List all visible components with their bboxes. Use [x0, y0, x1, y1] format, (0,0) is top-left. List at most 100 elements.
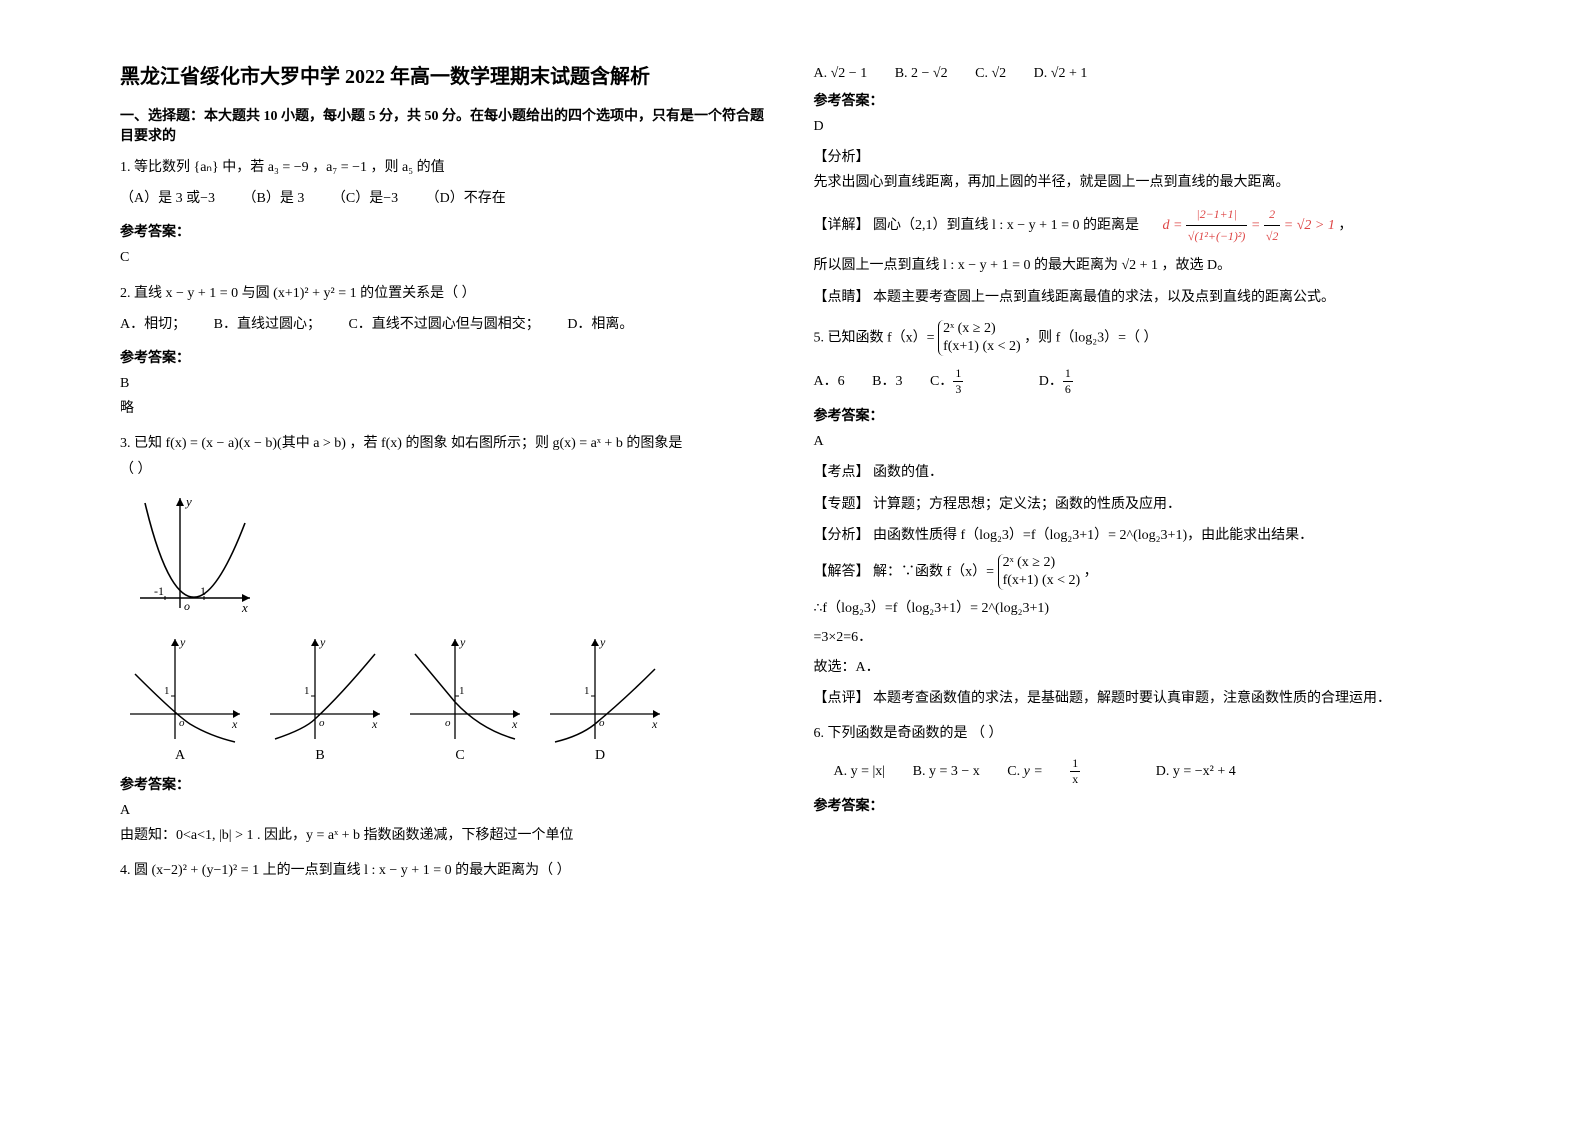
q2-opt-b: B．直线过圆心； [214, 317, 321, 332]
q4-formula: d = |2−1+1|√(1²+(−1)²) = 2√2 = √2 > 1 [1162, 218, 1338, 233]
q5-dp-row: 【点评】 本题考查函数值的求法，是基础题，解题时要认真审题，注意函数性质的合理运… [814, 686, 1468, 711]
q5-stem-a: 5. 已知函数 f（x）= [814, 330, 935, 345]
svg-text:x: x [511, 717, 518, 731]
q4-answer-label: 参考答案： [814, 90, 1468, 110]
svg-text:C: C [455, 748, 464, 763]
q2-options: A．相切； B．直线过圆心； C．直线不过圆心但与圆相交； D．相离。 [120, 312, 774, 337]
q6-options: A. y = |x| B. y = 3 − x C. y = 1x D. y =… [834, 756, 1468, 787]
q6-opt-b: B. y = 3 − x [913, 764, 980, 779]
q1-answer: C [120, 245, 774, 270]
q5-jd-d: 故选：A． [814, 655, 1468, 680]
question-6: 6. 下列函数是奇函数的是 （ ） [814, 721, 1468, 746]
q4-point-row: 【点睛】 本题主要考查圆上一点到直线距离最值的求法，以及点到直线的距离公式。 [814, 285, 1468, 310]
svg-text:y: y [179, 635, 186, 649]
q4-analysis-label: 【分析】 [814, 145, 1468, 170]
q4-analysis: 先求出圆心到直线距离，再加上圆的半径，就是圆上一点到直线的最大距离。 [814, 170, 1468, 195]
svg-text:D: D [595, 748, 605, 763]
question-5: 5. 已知函数 f（x）= 2ˣ (x ≥ 2) f(x+1) (x < 2) … [814, 320, 1468, 356]
q2-answer: B 略 [120, 371, 774, 421]
svg-text:x: x [651, 717, 658, 731]
q5-jd-row: 【解答】 解：∵函数 f（x）= 2ˣ (x ≥ 2) f(x+1) (x < … [814, 554, 1468, 590]
q3-main-figure: y x o -1 1 [120, 488, 260, 618]
q4-detail-label: 【详解】 [814, 218, 870, 233]
left-column: 黑龙江省绥化市大罗中学 2022 年高一数学理期末试题含解析 一、选择题：本大题… [100, 60, 794, 1062]
q3-stem-b: （ ） [120, 457, 774, 482]
q2-opt-a: A．相切； [120, 317, 186, 332]
svg-text:1: 1 [584, 685, 590, 697]
q4-opt-c: C. √2 [975, 66, 1006, 81]
q4-answer-letter: D [814, 114, 1468, 139]
svg-text:1: 1 [304, 685, 310, 697]
right-column: A. √2 − 1 B. 2 − √2 C. √2 D. √2 + 1 参考答案… [794, 60, 1488, 1062]
svg-text:x: x [231, 717, 238, 731]
q2-answer-extra: 略 [120, 401, 134, 416]
q6-opt-d: D. y = −x² + 4 [1156, 764, 1236, 779]
q1-opt-b: （B）是 3 [243, 191, 305, 206]
question-1: 1. 等比数列 {aₙ} 中，若 a₃ = −9 ，a₇ = −1 ，则 a₅ … [120, 155, 774, 211]
svg-text:1: 1 [200, 584, 206, 598]
q3-answer-letter: A [120, 798, 774, 823]
svg-text:y: y [599, 635, 606, 649]
q4-point: 本题主要考查圆上一点到直线距离最值的求法，以及点到直线的距离公式。 [873, 290, 1335, 305]
svg-text:o: o [184, 599, 190, 613]
q4-answer-block: D 【分析】 先求出圆心到直线距离，再加上圆的半径，就是圆上一点到直线的最大距离… [814, 114, 1468, 310]
q5-kp-row: 【考点】 函数的值． [814, 460, 1468, 485]
q4-detail-b: 所以圆上一点到直线 l : x − y + 1 = 0 的最大距离为 √2 + … [814, 253, 1468, 278]
q5-fx-label: 【分析】 [814, 528, 870, 543]
q5-opt-b: B．3 [872, 374, 902, 389]
q6-opt-c: C. y = 1x [1007, 764, 1128, 779]
svg-text:B: B [315, 748, 324, 763]
q4-point-label: 【点睛】 [814, 290, 870, 305]
q5-piece1b: 2ˣ (x ≥ 2) [1003, 554, 1081, 572]
q4-opt-a: A. √2 − 1 [814, 66, 868, 81]
svg-text:o: o [319, 717, 325, 729]
q6-opt-a: A. y = |x| [834, 764, 886, 779]
svg-text:x: x [241, 600, 248, 615]
q5-fx-row: 【分析】 由函数性质得 f（log₂3）=f（log₂3+1）= 2^(log₂… [814, 523, 1468, 548]
question-4-stem: 4. 圆 (x−2)² + (y−1)² = 1 上的一点到直线 l : x −… [120, 858, 774, 883]
q5-dp-label: 【点评】 [814, 691, 870, 706]
q3-stem-a: 3. 已知 f(x) = (x − a)(x − b)(其中 a > b) ，若… [120, 431, 774, 456]
q1-opt-d: （D）不存在 [426, 191, 506, 206]
q5-piece1: 2ˣ (x ≥ 2) [943, 320, 1021, 338]
svg-text:-1: -1 [154, 584, 164, 598]
q5-opt-d: D．16 [1039, 374, 1121, 389]
q1-options: （A）是 3 或−3 （B）是 3 （C）是−3 （D）不存在 [120, 186, 774, 211]
q2-stem: 2. 直线 x − y + 1 = 0 与圆 (x+1)² + y² = 1 的… [120, 281, 774, 306]
q2-opt-c: C．直线不过圆心但与圆相交； [348, 317, 539, 332]
q2-answer-label: 参考答案： [120, 347, 774, 367]
q5-zt: 计算题；方程思想；定义法；函数的性质及应用． [873, 497, 1181, 512]
svg-text:A: A [175, 748, 186, 763]
q5-answer-letter: A [814, 429, 1468, 454]
q4-detail-a: 圆心（2,1）到直线 l : x − y + 1 = 0 的距离是 [873, 218, 1139, 233]
q1-opt-a: （A）是 3 或−3 [120, 191, 215, 206]
q5-zt-row: 【专题】 计算题；方程思想；定义法；函数的性质及应用． [814, 492, 1468, 517]
q5-opt-a: A．6 [814, 374, 845, 389]
q3-answer-label: 参考答案： [120, 774, 774, 794]
q5-piecewise-2: 2ˣ (x ≥ 2) f(x+1) (x < 2) [998, 554, 1081, 590]
q4-detail-row: 【详解】 圆心（2,1）到直线 l : x − y + 1 = 0 的距离是 d… [814, 204, 1468, 248]
q5-jd-label: 【解答】 [814, 564, 870, 579]
q1-stem: 1. 等比数列 {aₙ} 中，若 a₃ = −9 ，a₇ = −1 ，则 a₅ … [120, 155, 774, 180]
svg-text:y: y [459, 635, 466, 649]
q5-piece2: f(x+1) (x < 2) [943, 338, 1021, 356]
q4-options: A. √2 − 1 B. 2 − √2 C. √2 D. √2 + 1 [814, 66, 1468, 82]
q5-jd-c: =3×2=6． [814, 625, 1468, 650]
q5-jd-b: ∴f（log₂3）=f（log₂3+1）= 2^(log₂3+1) [814, 596, 1468, 621]
q5-jd-a: 解：∵函数 f（x）= [873, 564, 994, 579]
q5-kp-label: 【考点】 [814, 465, 870, 480]
q5-dp: 本题考查函数值的求法，是基础题，解题时要认真审题，注意函数性质的合理运用． [873, 691, 1391, 706]
q3-explain: 由题知：0<a<1, |b| > 1 . 因此，y = aˣ + b 指数函数递… [120, 823, 774, 848]
svg-text:y: y [319, 635, 326, 649]
svg-text:1: 1 [459, 685, 465, 697]
q5-piecewise: 2ˣ (x ≥ 2) f(x+1) (x < 2) [938, 320, 1021, 356]
q5-options: A．6 B．3 C．13 D．16 [814, 366, 1468, 397]
q6-answer-label: 参考答案： [814, 795, 1468, 815]
q5-opt-c: C．13 [930, 374, 1011, 389]
q2-answer-letter: B [120, 376, 129, 391]
svg-text:x: x [371, 717, 378, 731]
q5-fx: 由函数性质得 f（log₂3）=f（log₂3+1）= 2^(log₂3+1)，… [873, 528, 1313, 543]
q5-answer-block: A 【考点】 函数的值． 【专题】 计算题；方程思想；定义法；函数的性质及应用．… [814, 429, 1468, 711]
page-title: 黑龙江省绥化市大罗中学 2022 年高一数学理期末试题含解析 [120, 60, 774, 89]
q2-opt-d: D．相离。 [567, 317, 633, 332]
